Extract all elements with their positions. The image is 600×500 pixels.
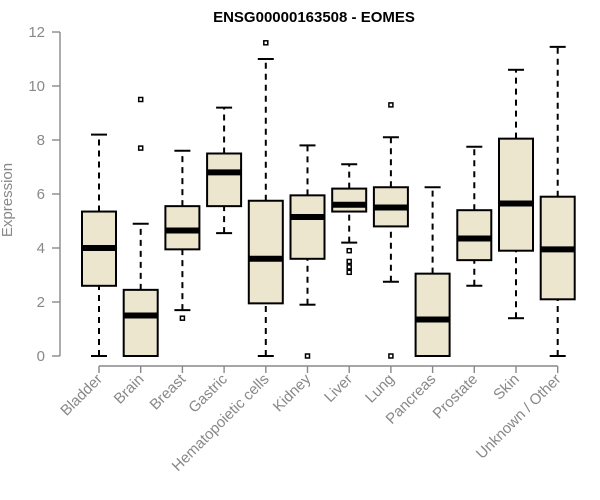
boxes-group [81, 40, 576, 359]
box-iqr [456, 209, 493, 262]
x-tick-label: Breast [147, 370, 190, 413]
box-7 [372, 102, 409, 359]
box-iqr [289, 194, 326, 260]
x-tick-label: Bladder [57, 371, 106, 420]
y-tick-label: 10 [28, 78, 45, 95]
x-tick-label: Kidney [270, 370, 315, 415]
chart-title: ENSG00000163508 - EOMES [213, 9, 415, 26]
box-iqr [206, 152, 243, 208]
box-8 [414, 186, 451, 357]
box-1 [122, 96, 159, 358]
box-10 [498, 68, 534, 320]
outlier-point [263, 40, 269, 46]
outlier-point [388, 102, 394, 108]
box-3 [206, 106, 243, 235]
box-iqr [247, 199, 284, 305]
outlier-point [137, 145, 144, 151]
box-4 [247, 40, 284, 357]
outlier-point [179, 315, 186, 321]
x-tick-label: Liver [321, 371, 356, 406]
axes: 0 2 4 6 8 10 12 [28, 24, 559, 373]
box-iqr [498, 137, 534, 252]
outlier-point [304, 353, 311, 359]
outlier-point [346, 258, 352, 265]
box-0 [81, 133, 117, 357]
outlier-point [137, 96, 144, 103]
x-tick-label: Brain [111, 371, 148, 408]
box-11 [539, 45, 576, 357]
box-2 [164, 149, 201, 321]
box-iqr [414, 272, 451, 357]
outlier-point [346, 264, 352, 270]
y-tick-label: 8 [37, 132, 45, 149]
y-tick-label: 2 [37, 294, 45, 311]
box-iqr [122, 288, 159, 358]
y-tick-label: 0 [37, 348, 45, 365]
x-tick-label: Skin [490, 371, 523, 404]
y-tick-label: 4 [37, 240, 45, 257]
box-iqr [331, 187, 368, 213]
x-tick-label: Lung [362, 371, 398, 407]
box-9 [456, 145, 493, 287]
outlier-point [346, 247, 352, 254]
y-tick-label: 12 [28, 24, 45, 41]
box-6 [331, 163, 368, 276]
y-axis-title: Expression [0, 163, 16, 237]
outlier-point [388, 353, 394, 359]
box-5 [289, 144, 326, 359]
y-tick-label: 6 [37, 186, 45, 203]
outlier-point [346, 269, 352, 276]
x-tick-label: Prostate [430, 371, 482, 423]
